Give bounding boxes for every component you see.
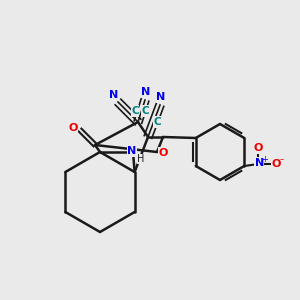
Text: N: N — [141, 87, 151, 97]
Text: N: N — [156, 92, 166, 102]
Text: O: O — [158, 148, 168, 158]
Text: O: O — [68, 123, 78, 133]
Text: C: C — [153, 117, 161, 127]
Text: -: - — [279, 154, 283, 164]
Text: O: O — [254, 143, 263, 153]
Text: +: + — [261, 154, 268, 164]
Text: N: N — [255, 158, 264, 168]
Text: N: N — [110, 90, 118, 100]
Text: O: O — [272, 159, 281, 169]
Text: H: H — [137, 154, 145, 164]
Text: N: N — [128, 146, 136, 156]
Text: C: C — [131, 106, 139, 116]
Text: C: C — [141, 106, 149, 116]
